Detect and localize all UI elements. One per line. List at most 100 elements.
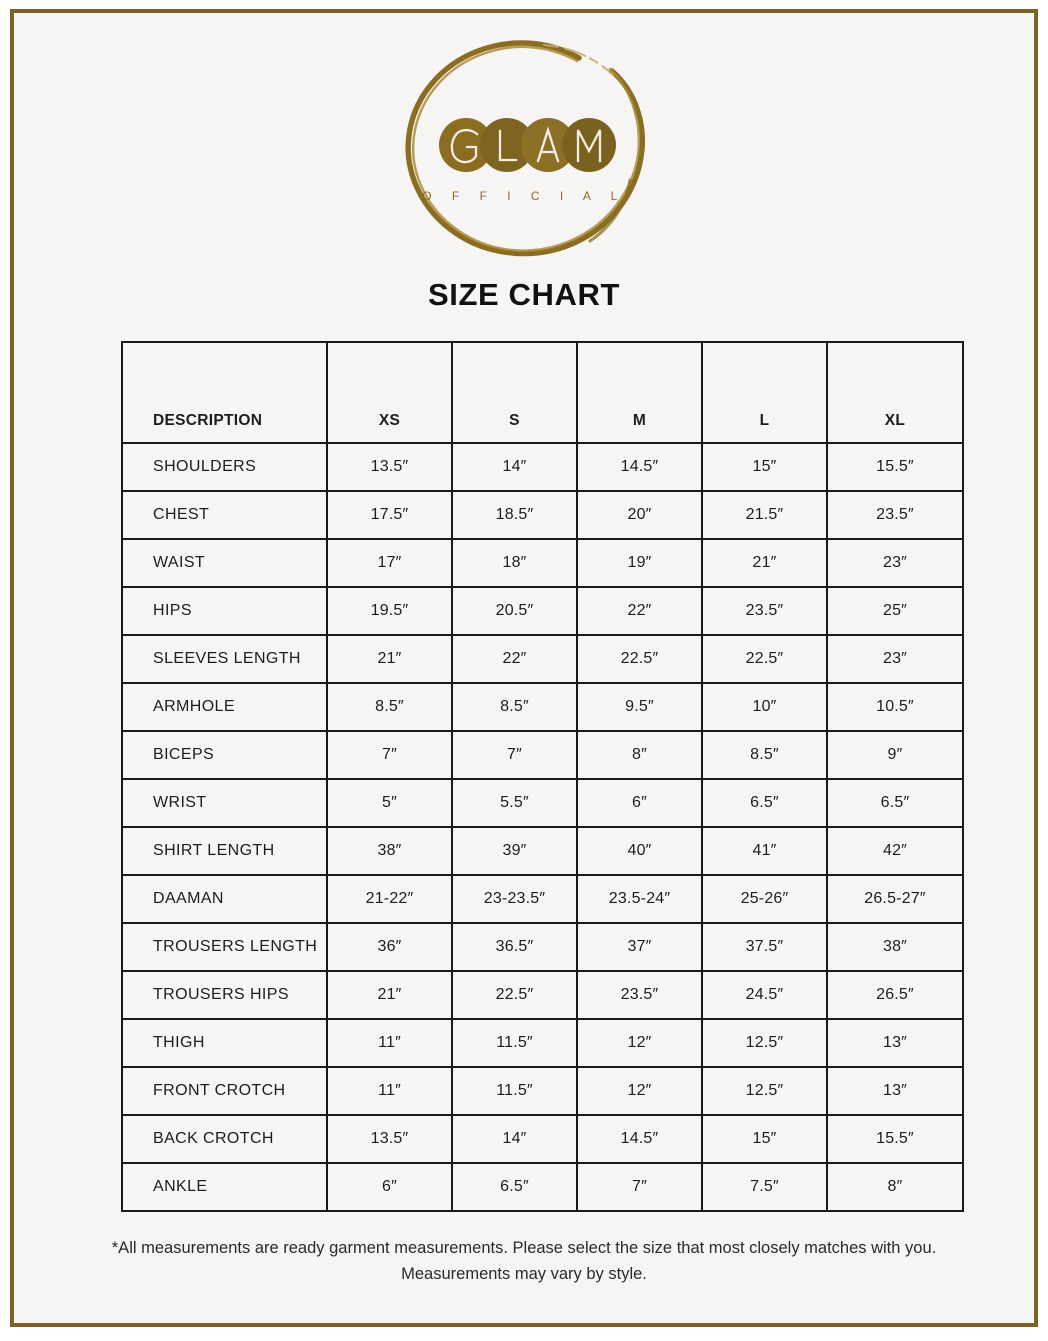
measurement-cell: 13″	[826, 1018, 964, 1068]
measurement-cell: 13″	[826, 1066, 964, 1116]
measurement-cell: 11.5″	[451, 1018, 578, 1068]
measurement-cell: 9.5″	[576, 682, 703, 732]
measurement-cell: 36.5″	[451, 922, 578, 972]
measurement-cell: 5.5″	[451, 778, 578, 828]
row-label: BICEPS	[121, 730, 328, 780]
table-header: DESCRIPTION XS S M L XL	[121, 341, 964, 444]
table-row: WRIST 5″ 5.5″ 6″ 6.5″ 6.5″	[121, 778, 964, 828]
measurement-cell: 25-26″	[701, 874, 828, 924]
measurement-cell: 14.5″	[576, 442, 703, 492]
footnote-line-1: *All measurements are ready garment meas…	[111, 1239, 937, 1257]
table-row: HIPS 19.5″ 20.5″ 22″ 23.5″ 25″	[121, 586, 964, 636]
measurement-cell: 20.5″	[451, 586, 578, 636]
measurement-cell: 6.5″	[451, 1162, 578, 1212]
measurement-cell: 10.5″	[826, 682, 964, 732]
row-label: TROUSERS HIPS	[121, 970, 328, 1020]
row-label: THIGH	[121, 1018, 328, 1068]
table-row: TROUSERS LENGTH 36″ 36.5″ 37″ 37.5″ 38″	[121, 922, 964, 972]
row-label: CHEST	[121, 490, 328, 540]
measurement-cell: 37.5″	[701, 922, 828, 972]
table-row: TROUSERS HIPS 21″ 22.5″ 23.5″ 24.5″ 26.5″	[121, 970, 964, 1020]
measurement-cell: 14″	[451, 442, 578, 492]
measurement-cell: 12.5″	[701, 1018, 828, 1068]
measurement-cell: 9″	[826, 730, 964, 780]
measurement-cell: 23-23.5″	[451, 874, 578, 924]
column-header-s: S	[451, 341, 578, 444]
measurement-cell: 12.5″	[701, 1066, 828, 1116]
measurement-cell: 38″	[326, 826, 453, 876]
measurement-cell: 37″	[576, 922, 703, 972]
row-label: ARMHOLE	[121, 682, 328, 732]
table-row: CHEST 17.5″ 18.5″ 20″ 21.5″ 23.5″	[121, 490, 964, 540]
measurement-cell: 6.5″	[826, 778, 964, 828]
measurement-cell: 18″	[451, 538, 578, 588]
measurement-cell: 22″	[576, 586, 703, 636]
row-label: SHOULDERS	[121, 442, 328, 492]
measurement-cell: 21″	[326, 970, 453, 1020]
measurement-cell: 23.5-24″	[576, 874, 703, 924]
column-header-xl: XL	[826, 341, 964, 444]
measurement-cell: 15″	[701, 442, 828, 492]
logo-letterforms	[450, 126, 602, 164]
table-row: DAAMAN 21-22″ 23-23.5″ 23.5-24″ 25-26″ 26.5-2…	[121, 874, 964, 924]
size-chart-table-container: DESCRIPTION XS S M L XL SHOULDERS 13.5″ 14…	[121, 341, 964, 1212]
table-row: ARMHOLE 8.5″ 8.5″ 9.5″ 10″ 10.5″	[121, 682, 964, 732]
table-row: THIGH 11″ 11.5″ 12″ 12.5″ 13″	[121, 1018, 964, 1068]
row-label: DAAMAN	[121, 874, 328, 924]
measurement-cell: 11″	[326, 1066, 453, 1116]
row-label: FRONT CROTCH	[121, 1066, 328, 1116]
table-header-row: DESCRIPTION XS S M L XL	[121, 341, 964, 444]
table-row: ANKLE 6″ 6.5″ 7″ 7.5″ 8″	[121, 1162, 964, 1212]
measurement-cell: 6″	[576, 778, 703, 828]
measurement-cell: 24.5″	[701, 970, 828, 1020]
measurement-cell: 19″	[576, 538, 703, 588]
page-background: O F F I C I A L SIZE CHART DESCRIPTION	[14, 13, 1034, 1323]
table-row: SLEEVES LENGTH 21″ 22″ 22.5″ 22.5″ 23″	[121, 634, 964, 684]
measurement-cell: 40″	[576, 826, 703, 876]
table-row: FRONT CROTCH 11″ 11.5″ 12″ 12.5″ 13″	[121, 1066, 964, 1116]
measurement-cell: 8.5″	[701, 730, 828, 780]
measurement-cell: 23.5″	[576, 970, 703, 1020]
measurement-cell: 8″	[826, 1162, 964, 1212]
logo-tagline: O F F I C I A L	[422, 189, 626, 203]
page-frame: O F F I C I A L SIZE CHART DESCRIPTION	[10, 9, 1038, 1327]
measurement-cell: 42″	[826, 826, 964, 876]
measurement-cell: 38″	[826, 922, 964, 972]
column-header-l: L	[701, 341, 828, 444]
column-header-xs: XS	[326, 341, 453, 444]
measurement-cell: 21″	[326, 634, 453, 684]
measurement-cell: 36″	[326, 922, 453, 972]
table-row: SHIRT LENGTH 38″ 39″ 40″ 41″ 42″	[121, 826, 964, 876]
brand-logo: O F F I C I A L	[14, 35, 1034, 265]
measurement-cell: 17″	[326, 538, 453, 588]
row-label: ANKLE	[121, 1162, 328, 1212]
measurement-cell: 8.5″	[326, 682, 453, 732]
measurement-cell: 13.5″	[326, 1114, 453, 1164]
measurement-cell: 7″	[451, 730, 578, 780]
measurement-cell: 8.5″	[451, 682, 578, 732]
measurement-cell: 26.5″	[826, 970, 964, 1020]
row-label: SLEEVES LENGTH	[121, 634, 328, 684]
logo-brush-ring	[405, 40, 646, 257]
measurement-cell: 11″	[326, 1018, 453, 1068]
measurement-cell: 23″	[826, 538, 964, 588]
measurement-cell: 13.5″	[326, 442, 453, 492]
measurement-cell: 15.5″	[826, 442, 964, 492]
measurement-cell: 23.5″	[826, 490, 964, 540]
measurement-cell: 17.5″	[326, 490, 453, 540]
measurement-cell: 7″	[576, 1162, 703, 1212]
footnote-line-2: Measurements may vary by style.	[401, 1265, 647, 1283]
measurement-cell: 25″	[826, 586, 964, 636]
measurement-cell: 23.5″	[701, 586, 828, 636]
measurement-cell: 18.5″	[451, 490, 578, 540]
measurement-cell: 15″	[701, 1114, 828, 1164]
column-header-description: DESCRIPTION	[121, 341, 328, 444]
measurement-cell: 20″	[576, 490, 703, 540]
glam-official-logo-icon: O F F I C I A L	[405, 40, 646, 257]
measurement-cell: 12″	[576, 1018, 703, 1068]
measurement-cell: 7.5″	[701, 1162, 828, 1212]
measurement-cell: 22.5″	[451, 970, 578, 1020]
page-title: SIZE CHART	[428, 277, 620, 312]
measurement-cell: 10″	[701, 682, 828, 732]
column-header-m: M	[576, 341, 703, 444]
